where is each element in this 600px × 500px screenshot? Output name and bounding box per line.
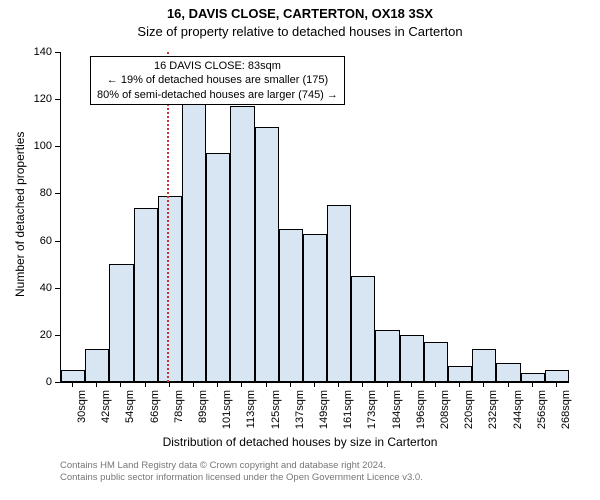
y-axis-label: Number of detached properties [13, 137, 27, 297]
histogram-bar [375, 330, 399, 382]
xtick-mark [145, 382, 146, 387]
attribution-text: Contains HM Land Registry data © Crown c… [60, 460, 423, 484]
xtick-label: 220sqm [463, 390, 475, 430]
xtick-label: 42sqm [100, 390, 112, 430]
ytick-label: 100 [22, 140, 52, 152]
histogram-bar [279, 229, 303, 382]
xtick-mark [193, 382, 194, 387]
chart-title-address: 16, DAVIS CLOSE, CARTERTON, OX18 3SX [0, 6, 600, 21]
xtick-mark [508, 382, 509, 387]
xtick-mark [387, 382, 388, 387]
histogram-bar [182, 94, 206, 382]
xtick-mark [362, 382, 363, 387]
xtick-label: 113sqm [245, 390, 257, 430]
histogram-bar [545, 370, 569, 382]
ytick-label: 120 [22, 93, 52, 105]
xtick-mark [435, 382, 436, 387]
xtick-mark [338, 382, 339, 387]
xtick-label: 125sqm [270, 390, 282, 430]
xtick-label: 196sqm [415, 390, 427, 430]
xtick-mark [483, 382, 484, 387]
histogram-bar [230, 106, 254, 382]
xtick-mark [241, 382, 242, 387]
chart-container: 16, DAVIS CLOSE, CARTERTON, OX18 3SX Siz… [0, 0, 600, 500]
annotation-box: 16 DAVIS CLOSE: 83sqm← 19% of detached h… [90, 56, 345, 105]
xtick-label: 66sqm [149, 390, 161, 430]
attribution-line1: Contains HM Land Registry data © Crown c… [60, 460, 423, 472]
xtick-mark [120, 382, 121, 387]
ytick-mark [55, 288, 60, 289]
xtick-label: 244sqm [512, 390, 524, 430]
ytick-label: 80 [22, 187, 52, 199]
histogram-bar [496, 363, 520, 382]
xtick-mark [169, 382, 170, 387]
ytick-mark [55, 99, 60, 100]
histogram-bar [85, 349, 109, 382]
xtick-label: 30sqm [76, 390, 88, 430]
xtick-label: 137sqm [294, 390, 306, 430]
xtick-label: 89sqm [197, 390, 209, 430]
xtick-label: 101sqm [221, 390, 233, 430]
xtick-mark [556, 382, 557, 387]
chart-subtitle: Size of property relative to detached ho… [0, 24, 600, 39]
xtick-label: 149sqm [318, 390, 330, 430]
ytick-mark [55, 241, 60, 242]
histogram-bar [255, 127, 279, 382]
ytick-mark [55, 335, 60, 336]
xtick-label: 208sqm [439, 390, 451, 430]
xtick-mark [72, 382, 73, 387]
histogram-bar [134, 208, 158, 382]
histogram-bar [109, 264, 133, 382]
histogram-bar [206, 153, 230, 382]
xtick-label: 184sqm [391, 390, 403, 430]
histogram-bar [424, 342, 448, 382]
histogram-bar [61, 370, 85, 382]
ytick-mark [55, 146, 60, 147]
histogram-bar [327, 205, 351, 382]
ytick-mark [55, 382, 60, 383]
xtick-mark [459, 382, 460, 387]
x-axis-label: Distribution of detached houses by size … [0, 435, 600, 449]
xtick-mark [96, 382, 97, 387]
histogram-bar [351, 276, 375, 382]
ytick-label: 60 [22, 235, 52, 247]
xtick-label: 161sqm [342, 390, 354, 430]
ytick-label: 0 [22, 376, 52, 388]
histogram-bar [448, 366, 472, 383]
annotation-line: 16 DAVIS CLOSE: 83sqm [97, 59, 338, 73]
xtick-mark [411, 382, 412, 387]
ytick-mark [55, 52, 60, 53]
xtick-label: 173sqm [366, 390, 378, 430]
annotation-line: ← 19% of detached houses are smaller (17… [97, 73, 338, 87]
attribution-line2: Contains public sector information licen… [60, 472, 423, 484]
histogram-bar [400, 335, 424, 382]
ytick-label: 40 [22, 282, 52, 294]
xtick-label: 78sqm [173, 390, 185, 430]
histogram-bar [158, 196, 182, 382]
xtick-mark [290, 382, 291, 387]
xtick-label: 232sqm [487, 390, 499, 430]
xtick-mark [314, 382, 315, 387]
annotation-line: 80% of semi-detached houses are larger (… [97, 88, 338, 102]
ytick-label: 140 [22, 46, 52, 58]
histogram-bar [472, 349, 496, 382]
xtick-label: 256sqm [536, 390, 548, 430]
xtick-mark [266, 382, 267, 387]
xtick-label: 54sqm [124, 390, 136, 430]
histogram-bar [303, 234, 327, 383]
histogram-bar [521, 373, 545, 382]
xtick-mark [217, 382, 218, 387]
xtick-mark [532, 382, 533, 387]
ytick-label: 20 [22, 329, 52, 341]
ytick-mark [55, 193, 60, 194]
xtick-label: 268sqm [560, 390, 572, 430]
